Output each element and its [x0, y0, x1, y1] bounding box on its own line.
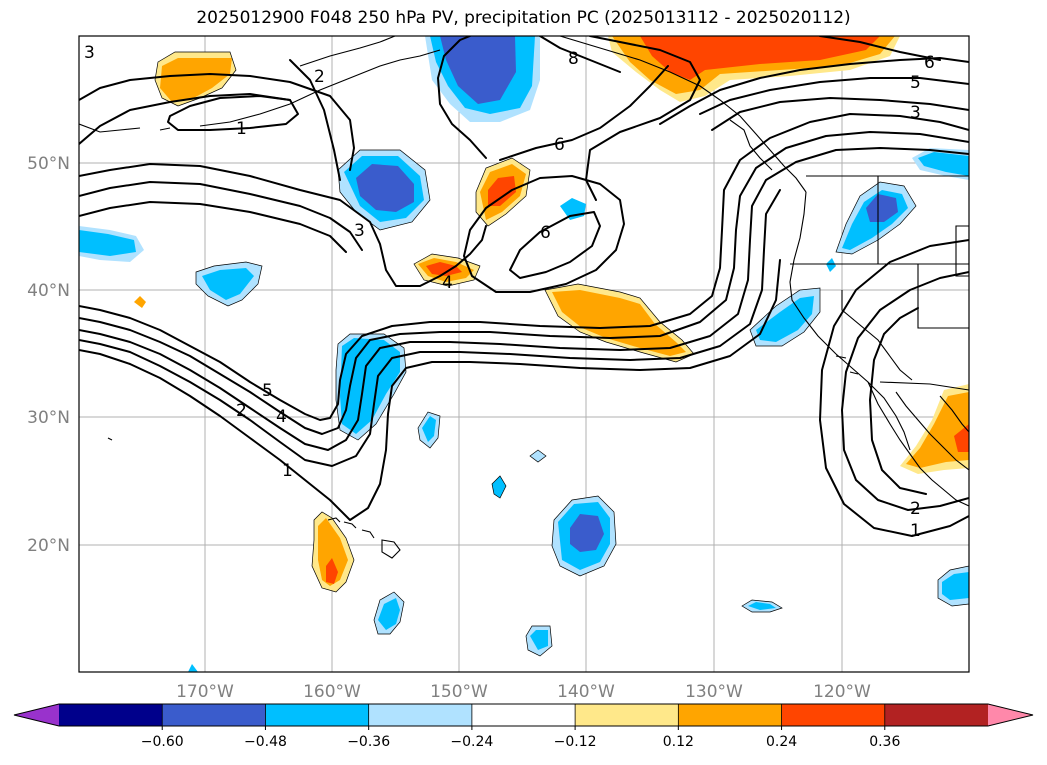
colorbar: −0.60 −0.48 −0.36 −0.24 −0.12 0.12 0.24 0.36: [13, 703, 1034, 750]
map-frame: [78, 35, 970, 673]
lat-label-40n: 40°N: [27, 281, 70, 301]
colorbar-segment: [471, 704, 576, 726]
colorbar-extend-min: [14, 704, 59, 726]
contour-label: 1: [282, 461, 293, 481]
colorbar-tick-label: −0.12: [554, 734, 597, 750]
contour-label: 3: [354, 221, 365, 241]
contour-label: 2: [314, 67, 325, 87]
colorbar-segment: [162, 704, 266, 726]
contour-labels: 3 2 1 8 6 5 3 6 3 6 4 5 2 4 1 2 1: [84, 43, 935, 541]
contour-label: 8: [568, 49, 579, 69]
contour-label: 6: [924, 53, 935, 73]
figure-title: 2025012900 F048 250 hPa PV, precipitatio…: [196, 8, 851, 28]
contour-label: 5: [910, 73, 921, 93]
contour-label: 2: [910, 499, 921, 519]
contour-label: 4: [276, 407, 287, 427]
colorbar-segment: [368, 704, 473, 726]
lat-label-50n: 50°N: [27, 154, 70, 174]
contour-label: 1: [236, 119, 247, 139]
colorbar-segment: [678, 704, 783, 726]
lat-label-20n: 20°N: [27, 536, 70, 556]
contour-label: 2: [236, 401, 247, 421]
colorbar-segment: [59, 704, 163, 726]
contour-label: 4: [442, 273, 453, 293]
map-area: 3 2 1 8 6 5 3 6 3 6 4 5 2 4 1 2 1: [79, 36, 969, 672]
colorbar-tick-label: 0.24: [766, 734, 797, 750]
colorbar-tick-label: −0.60: [141, 734, 184, 750]
colorbar-outline: [13, 703, 1034, 727]
contour-label: 3: [84, 43, 95, 63]
lon-label-130w: 130°W: [685, 682, 743, 702]
lon-label-150w: 150°W: [430, 682, 488, 702]
contour-label: 6: [554, 135, 565, 155]
lat-labels: 50°N 40°N 30°N 20°N: [27, 154, 70, 556]
colorbar-tick-label: 0.36: [869, 734, 900, 750]
colorbar-segment: [265, 704, 370, 726]
precip-shading: [79, 36, 969, 672]
lon-labels: 170°W 160°W 150°W 140°W 130°W 120°W: [176, 682, 871, 702]
lat-label-30n: 30°N: [27, 408, 70, 428]
colorbar-tick-label: −0.24: [450, 734, 493, 750]
colorbar-tick-label: −0.48: [244, 734, 287, 750]
colorbar-tick-label: −0.36: [347, 734, 390, 750]
pv-contours: [79, 36, 969, 537]
contour-label: 3: [910, 103, 921, 123]
lon-label-170w: 170°W: [176, 682, 234, 702]
colorbar-segment: [884, 704, 989, 726]
contour-label: 6: [540, 223, 551, 243]
lon-label-120w: 120°W: [813, 682, 871, 702]
lon-label-160w: 160°W: [303, 682, 361, 702]
contour-label: 5: [262, 381, 273, 401]
colorbar-segment: [575, 704, 679, 726]
lon-label-140w: 140°W: [557, 682, 615, 702]
colorbar-extend-max: [988, 704, 1033, 726]
colorbar-tick-label: 0.12: [663, 734, 694, 750]
contour-label: 1: [910, 521, 921, 541]
colorbar-segment: [781, 704, 886, 726]
